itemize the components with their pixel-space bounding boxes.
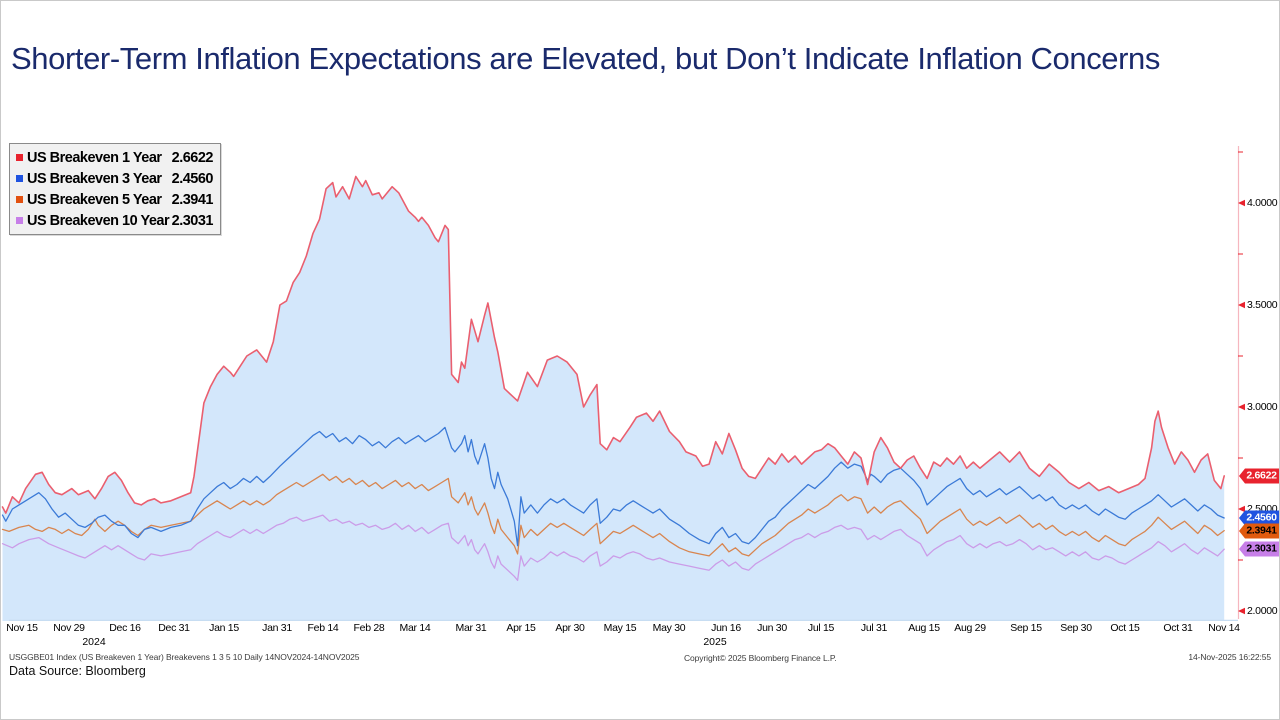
x-axis-tick-label: Jun 16: [711, 622, 741, 634]
line-us-breakeven-3-year: [1, 426, 1225, 547]
copyright-text: Copyright© 2025 Bloomberg Finance L.P.: [684, 653, 837, 663]
x-axis-tick-label: Nov 15: [6, 622, 38, 634]
line-us-breakeven-5-year: [1, 473, 1225, 557]
x-axis-year-label: 2024: [82, 636, 106, 648]
x-axis-tick-label: Nov 29: [53, 622, 85, 634]
x-axis-tick-label: Sep 30: [1060, 622, 1092, 634]
breakeven-area-chart: [1, 146, 1245, 621]
legend-label-5y: US Breakeven 5 Year: [27, 191, 162, 208]
y-major-tick: [1238, 607, 1245, 615]
y-axis-tick-label: 3.5000: [1247, 299, 1278, 311]
legend-value-5y: 2.3941: [171, 191, 214, 208]
x-axis-tick-label: Jul 31: [860, 622, 888, 634]
legend-label-1y: US Breakeven 1 Year: [27, 149, 162, 166]
x-axis-tick-label: Aug 29: [954, 622, 986, 634]
legend-value-10y: 2.3031: [171, 212, 214, 229]
last-value-badge-5y: 2.3941: [1239, 523, 1279, 539]
legend-swatch-1y: [16, 154, 23, 161]
last-value-badge-3y: 2.4560: [1239, 510, 1279, 526]
page-title: Shorter-Term Inflation Expectations are …: [11, 41, 1160, 76]
x-axis-tick-label: Oct 15: [1110, 622, 1140, 634]
legend-item-10y: US Breakeven 10 Year 2.3031: [16, 210, 214, 231]
legend-label-3y: US Breakeven 3 Year: [27, 170, 162, 187]
line-us-breakeven-1-year: [1, 175, 1225, 514]
x-axis-tick-label: Aug 15: [908, 622, 940, 634]
y-major-tick: [1238, 199, 1245, 207]
x-axis-tick-label: Jan 31: [262, 622, 292, 634]
y-axis-tick-label: 3.0000: [1247, 401, 1278, 413]
y-major-tick: [1238, 403, 1245, 411]
timestamp-text: 14-Nov-2025 16:22:55: [1188, 652, 1271, 662]
legend-swatch-5y: [16, 196, 23, 203]
line-us-breakeven-10-year: [1, 514, 1225, 582]
y-axis-tick-label: 4.0000: [1247, 197, 1278, 209]
security-info-text: USGGBE01 Index (US Breakeven 1 Year) Bre…: [9, 652, 360, 662]
x-axis-tick-label: Nov 14: [1208, 622, 1240, 634]
x-axis-tick-label: Mar 14: [399, 622, 431, 634]
x-axis-tick-label: Jan 15: [209, 622, 239, 634]
x-axis-tick-label: Sep 15: [1010, 622, 1042, 634]
legend-item-1y: US Breakeven 1 Year 2.6622: [16, 147, 214, 168]
x-axis-tick-label: Feb 28: [353, 622, 385, 634]
x-axis-tick-label: Apr 30: [555, 622, 585, 634]
legend-value-3y: 2.4560: [171, 170, 214, 187]
legend-value-1y: 2.6622: [171, 149, 214, 166]
legend-item-5y: US Breakeven 5 Year 2.3941: [16, 189, 214, 210]
x-axis-tick-label: May 30: [652, 622, 686, 634]
x-axis-tick-label: Oct 31: [1163, 622, 1193, 634]
data-source-text: Data Source: Bloomberg: [9, 664, 146, 678]
x-axis-tick-label: Dec 16: [109, 622, 141, 634]
y-axis-tick-label: 2.0000: [1247, 605, 1278, 617]
legend-swatch-3y: [16, 175, 23, 182]
x-axis-year-label: 2025: [703, 636, 727, 648]
chart-legend: US Breakeven 1 Year 2.6622 US Breakeven …: [9, 143, 221, 235]
last-value-badge-1y: 2.6622: [1239, 468, 1279, 484]
area-fill-1y: [2, 176, 1225, 621]
y-major-tick: [1238, 505, 1245, 513]
legend-item-3y: US Breakeven 3 Year 2.4560: [16, 168, 214, 189]
x-axis-tick-label: Apr 15: [506, 622, 536, 634]
x-axis-tick-label: May 15: [603, 622, 637, 634]
x-axis-tick-label: Jul 15: [807, 622, 835, 634]
legend-swatch-10y: [16, 217, 23, 224]
last-value-badge-10y: 2.3031: [1239, 541, 1279, 557]
x-axis-tick-label: Mar 31: [455, 622, 487, 634]
x-axis-tick-label: Jun 30: [757, 622, 787, 634]
x-axis-tick-label: Dec 31: [158, 622, 190, 634]
x-axis-tick-label: Feb 14: [307, 622, 339, 634]
y-major-tick: [1238, 301, 1245, 309]
legend-label-10y: US Breakeven 10 Year: [27, 212, 170, 229]
